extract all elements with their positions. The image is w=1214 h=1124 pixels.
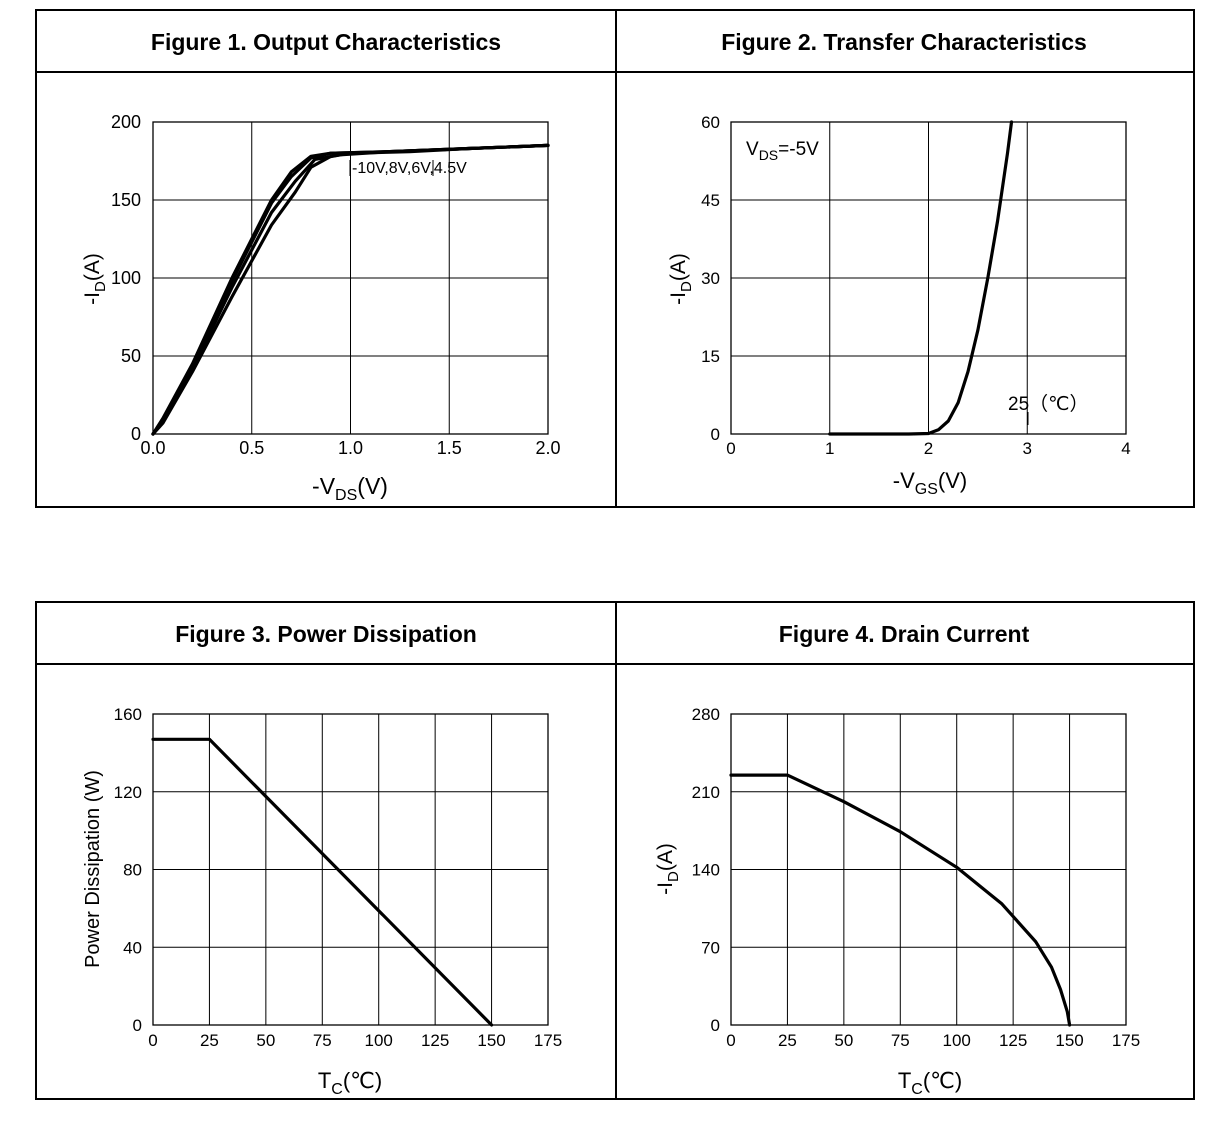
figure1-y-tick-label: 200 — [111, 112, 141, 132]
figure2-x-tick-label: 2 — [924, 439, 933, 458]
figure2-y-tick-label: 45 — [701, 191, 720, 210]
figure1-title: Figure 1. Output Characteristics — [150, 29, 502, 55]
figure3-y-axis-label: Power Dissipation (W) — [82, 770, 104, 968]
panel-divider — [615, 11, 617, 506]
figure4-plot: 0 25 50 75 100 125 150 175 0 70 140 210 280 — [692, 705, 1141, 1050]
figure2-y-tick-label: 30 — [701, 269, 720, 288]
figure3-x-tick-label: 175 — [534, 1031, 562, 1050]
figure3-y-tick-label: 160 — [114, 705, 142, 724]
figure3-x-tick-label: 25 — [200, 1031, 219, 1050]
figure4-x-axis-label: TC(℃) — [898, 1068, 962, 1098]
figure2-x-tick-label: 1 — [825, 439, 834, 458]
figure1-annotation: -10V,8V,6V,4.5V — [352, 160, 467, 177]
figure2-y-tick-label: 0 — [711, 425, 720, 444]
figure3-x-tick-label: 0 — [148, 1031, 157, 1050]
figure-panel-bottom: Figure 3. Power Dissipation Figure 4. Dr… — [35, 601, 1195, 1100]
figure2-x-tick-label: 3 — [1023, 439, 1032, 458]
figure4-x-tick-label: 25 — [778, 1031, 797, 1050]
panel-divider — [615, 603, 617, 1098]
figure3-plot-frame — [152, 713, 549, 1026]
figure2-y-tick-label: 60 — [701, 113, 720, 132]
figure1-y-tick-label: 150 — [111, 190, 141, 210]
figure1-y-tick-label: 50 — [121, 346, 141, 366]
figure4-y-tick-label: 140 — [692, 861, 720, 880]
figure-panel-top: Figure 1. Output Characteristics Figure … — [35, 9, 1195, 508]
figure3-x-tick-label: 150 — [477, 1031, 505, 1050]
figure2-x-axis-label: -VGS(V) — [893, 468, 967, 498]
figure3-x-tick-label: 75 — [313, 1031, 332, 1050]
figure4-title: Figure 4. Drain Current — [778, 621, 1030, 647]
figure3-y-tick-label: 0 — [133, 1016, 142, 1035]
figure4-y-tick-label: 280 — [692, 705, 720, 724]
figure3-series-line-pd — [151, 737, 494, 1027]
figure3-x-tick-label: 100 — [365, 1031, 393, 1050]
figure1-x-tick-label: 1.5 — [437, 438, 462, 458]
figure4-y-tick-label: 70 — [701, 938, 720, 957]
figure4-plot-frame — [730, 713, 1127, 1026]
figure3-x-tick-label: 125 — [421, 1031, 449, 1050]
figure1-x-tick-label: 0.5 — [239, 438, 264, 458]
figure4-y-tick-label: 210 — [692, 783, 720, 802]
figure3-y-tick-label: 120 — [114, 783, 142, 802]
figure4-y-tick-label: 0 — [711, 1016, 720, 1035]
figure2-x-tick-label: 4 — [1121, 439, 1130, 458]
figure1-plot: 0.0 0.5 1.0 1.5 2.0 0 50 100 150 200 — [111, 112, 561, 458]
figure2-series-line-25 — [828, 120, 1014, 436]
figure1-x-tick-label: 1.0 — [338, 438, 363, 458]
figure1-series-line-4.5v — [151, 143, 550, 436]
figure2-series-label: 25（℃） — [1008, 393, 1088, 415]
figure2-annotation: VDS=-5V — [746, 139, 819, 163]
figure1-x-tick-label: 0.0 — [140, 438, 165, 458]
figure4-series-line-id — [729, 773, 1072, 1027]
figure2-y-axis-label: -ID(A) — [667, 253, 695, 305]
figure2-y-tick-label: 15 — [701, 347, 720, 366]
figure1-x-tick-label: 2.0 — [535, 438, 560, 458]
figure4-x-tick-label: 100 — [943, 1031, 971, 1050]
figure4-x-tick-label: 50 — [834, 1031, 853, 1050]
figure3-y-tick-label: 40 — [123, 938, 142, 957]
figure4-x-tick-label: 125 — [999, 1031, 1027, 1050]
figure1-y-axis-label: -ID(A) — [81, 253, 109, 305]
figure2-x-tick-label: 0 — [726, 439, 735, 458]
figure1-x-axis-label: -VDS(V) — [312, 473, 388, 504]
figure1-y-tick-label: 100 — [111, 268, 141, 288]
figure3-plot: 0 25 50 75 100 125 150 175 0 40 80 120 160 — [114, 705, 563, 1050]
figure2-title: Figure 2. Transfer Characteristics — [721, 29, 1087, 55]
figure3-x-axis-label: TC(℃) — [318, 1068, 382, 1098]
figure4-x-tick-label: 75 — [891, 1031, 910, 1050]
figure3-title: Figure 3. Power Dissipation — [175, 621, 477, 647]
figure3-x-tick-label: 50 — [256, 1031, 275, 1050]
figure4-x-tick-label: 0 — [726, 1031, 735, 1050]
figure3-y-tick-label: 80 — [123, 861, 142, 880]
figure4-x-tick-label: 175 — [1112, 1031, 1140, 1050]
figure1-y-tick-label: 0 — [131, 424, 141, 444]
figure1-plot-frame — [152, 121, 549, 435]
figure2-plot: 0 1 2 3 4 0 15 30 45 60 — [701, 113, 1131, 458]
figure4-y-axis-label: -ID(A) — [654, 843, 682, 895]
figure4-x-tick-label: 150 — [1055, 1031, 1083, 1050]
